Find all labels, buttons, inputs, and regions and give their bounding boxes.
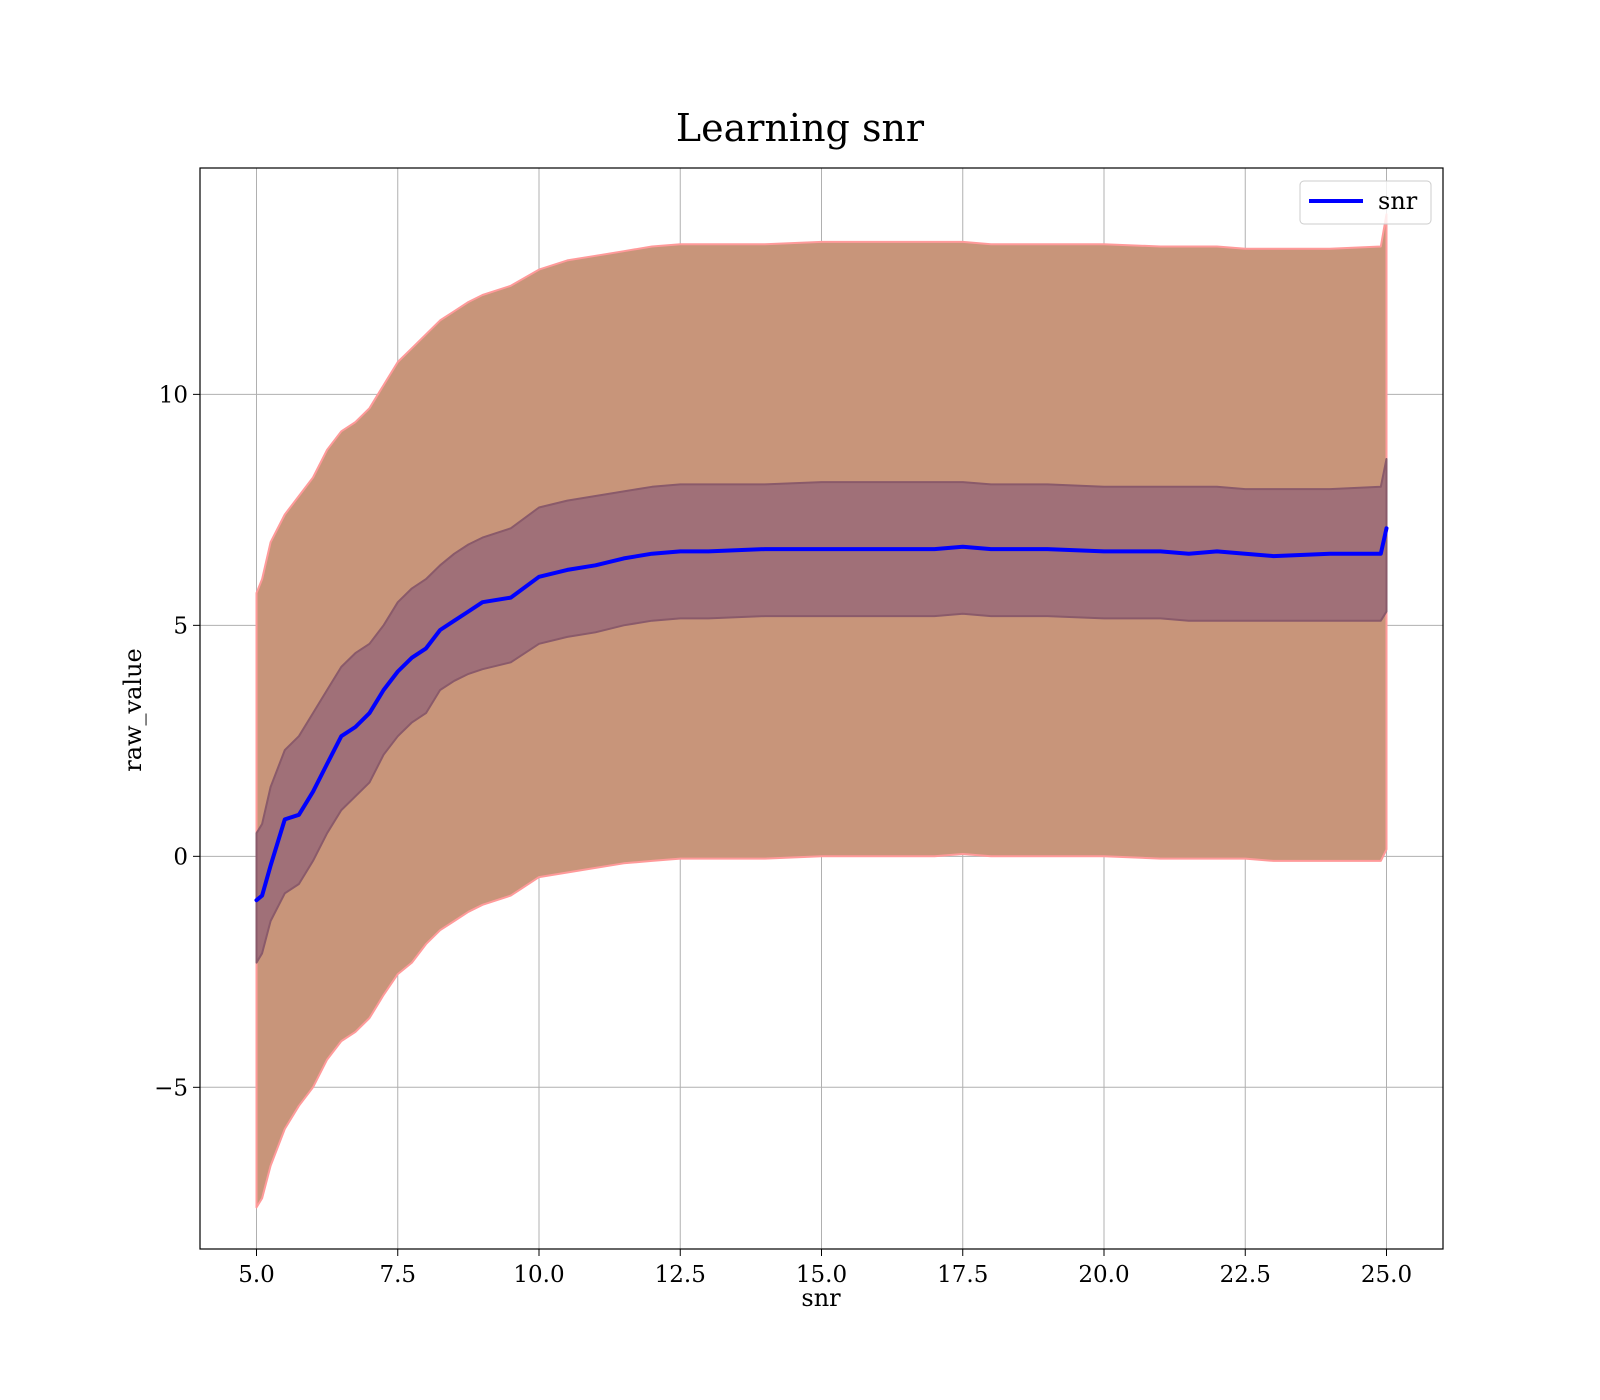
x-tick-label: 12.5 — [655, 1262, 706, 1288]
outer-band — [255, 213, 1388, 1209]
y-tick-label: 10 — [159, 382, 188, 408]
x-tick-label: 20.0 — [1078, 1262, 1129, 1288]
y-tick-label: −5 — [154, 1075, 188, 1101]
line-layer — [254, 526, 1389, 903]
x-tick-label: 15.0 — [796, 1262, 847, 1288]
x-tick-label: 5.0 — [238, 1262, 275, 1288]
y-axis-label: raw_value — [119, 648, 147, 772]
y-tick-label: 0 — [173, 844, 188, 870]
inner-band — [255, 458, 1388, 964]
x-tick-label: 10.0 — [513, 1262, 564, 1288]
x-tick-label: 22.5 — [1220, 1262, 1271, 1288]
tick-layer: 5.0 7.5 10.0 12.5 15.0 17.5 20.0 22.5 25.0 −5 0 5 10 — [154, 382, 1412, 1288]
legend: snr — [1299, 180, 1432, 225]
y-tick-label: 5 — [173, 613, 188, 639]
x-tick-label: 17.5 — [937, 1262, 988, 1288]
x-tick-label: 7.5 — [379, 1262, 416, 1288]
series-line-snr — [254, 526, 1389, 903]
x-tick-label: 25.0 — [1361, 1262, 1412, 1288]
chart-title: Learning snr — [676, 106, 925, 150]
x-axis-label: snr — [801, 1284, 841, 1312]
legend-box — [1299, 180, 1432, 225]
band-layer — [255, 213, 1388, 1209]
legend-label: snr — [1378, 187, 1418, 215]
